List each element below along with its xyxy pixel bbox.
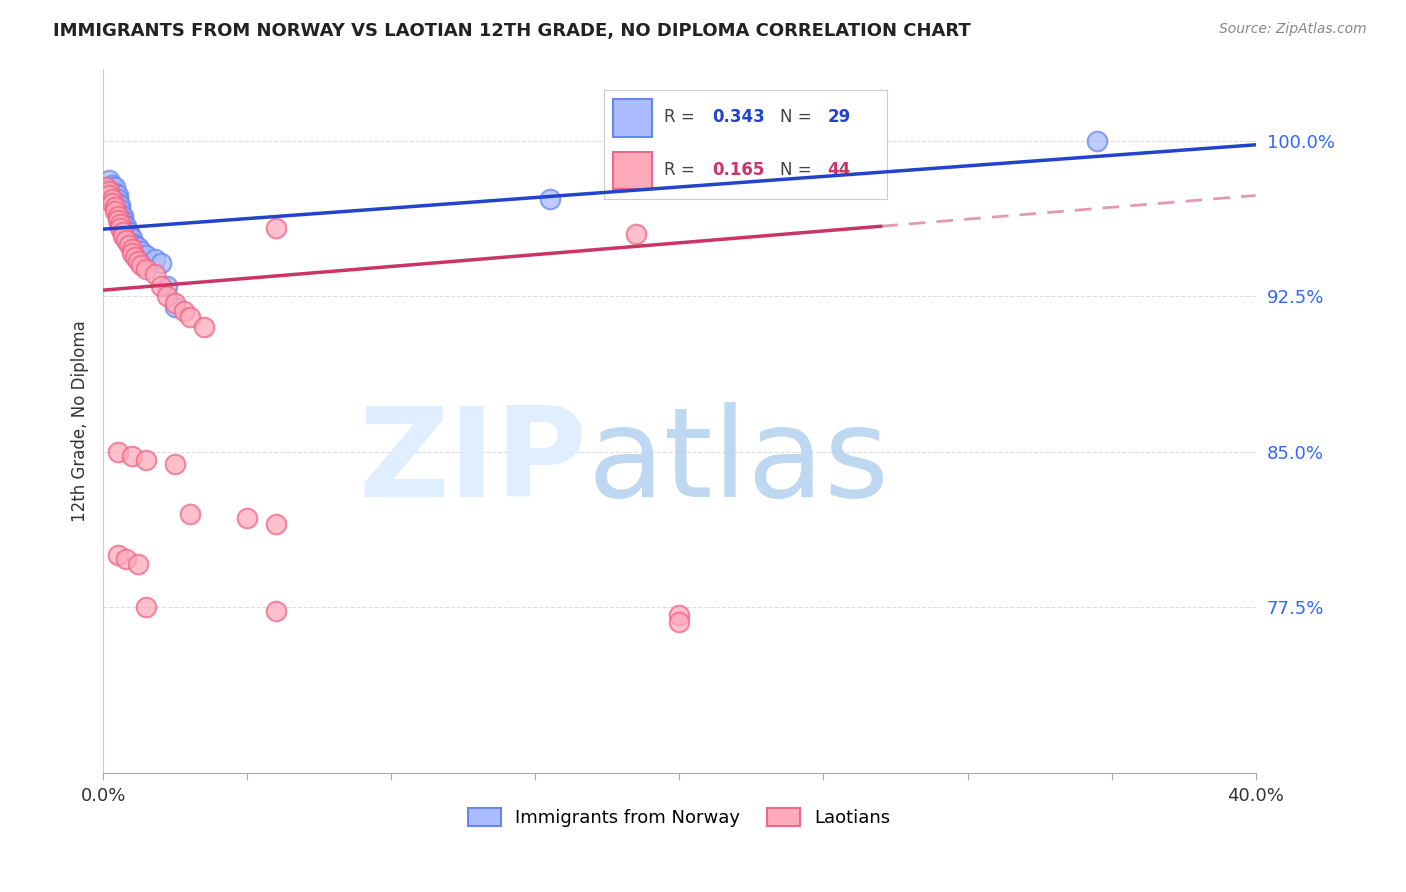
Point <box>118 225 141 239</box>
Point <box>165 300 187 314</box>
Point <box>110 202 132 217</box>
Point <box>127 240 149 254</box>
Point <box>264 517 287 532</box>
Point <box>264 604 287 618</box>
Point <box>115 219 138 233</box>
Point <box>135 262 157 277</box>
Text: IMMIGRANTS FROM NORWAY VS LAOTIAN 12TH GRADE, NO DIPLOMA CORRELATION CHART: IMMIGRANTS FROM NORWAY VS LAOTIAN 12TH G… <box>53 22 972 40</box>
Point <box>124 250 146 264</box>
Point <box>173 303 195 318</box>
Point <box>107 548 129 562</box>
Point <box>118 229 141 244</box>
Point <box>155 279 177 293</box>
Point <box>135 453 157 467</box>
Point <box>112 225 135 239</box>
Point <box>115 223 138 237</box>
Point <box>107 212 129 227</box>
Point <box>107 192 129 206</box>
Point <box>104 200 127 214</box>
Point <box>121 235 143 250</box>
Point <box>165 295 187 310</box>
Point <box>107 444 129 458</box>
Point <box>112 212 135 227</box>
Point <box>110 206 132 220</box>
Point <box>538 192 561 206</box>
Point <box>110 198 132 212</box>
Point <box>115 552 138 566</box>
Point <box>165 457 187 471</box>
Point <box>129 258 152 272</box>
Point <box>135 600 157 615</box>
Point <box>179 310 201 324</box>
Point <box>121 242 143 256</box>
Point <box>104 204 127 219</box>
Point <box>143 267 166 281</box>
Text: atlas: atlas <box>588 402 890 524</box>
Point <box>124 237 146 252</box>
Point <box>115 234 138 248</box>
Point <box>100 178 122 192</box>
Point <box>1085 134 1108 148</box>
Point <box>149 279 172 293</box>
Point <box>107 196 129 211</box>
Point <box>100 192 122 206</box>
Point <box>127 254 149 268</box>
Point <box>121 245 143 260</box>
Point <box>193 320 215 334</box>
Point <box>107 187 129 202</box>
Point <box>143 252 166 266</box>
Point <box>668 608 690 623</box>
Point <box>94 179 117 194</box>
Text: Source: ZipAtlas.com: Source: ZipAtlas.com <box>1219 22 1367 37</box>
Point <box>100 196 122 211</box>
Point <box>118 237 141 252</box>
Point <box>104 186 127 200</box>
Point <box>236 511 259 525</box>
Point <box>110 217 132 231</box>
Point <box>179 507 201 521</box>
Point <box>107 209 129 223</box>
Point <box>112 229 135 244</box>
Point <box>264 221 287 235</box>
Point <box>97 187 120 202</box>
Legend: Immigrants from Norway, Laotians: Immigrants from Norway, Laotians <box>461 800 897 834</box>
Point <box>155 289 177 303</box>
Point <box>668 615 690 629</box>
Point <box>112 209 135 223</box>
Point <box>97 173 120 187</box>
Point <box>127 557 149 571</box>
Y-axis label: 12th Grade, No Diploma: 12th Grade, No Diploma <box>72 319 89 522</box>
Point <box>624 227 647 242</box>
Text: ZIP: ZIP <box>359 402 588 524</box>
Point <box>149 256 172 270</box>
Point <box>97 184 120 198</box>
Point <box>121 449 143 463</box>
Point <box>121 231 143 245</box>
Point <box>110 221 132 235</box>
Point <box>104 179 127 194</box>
Point <box>112 217 135 231</box>
Point <box>135 248 157 262</box>
Point <box>129 244 152 258</box>
